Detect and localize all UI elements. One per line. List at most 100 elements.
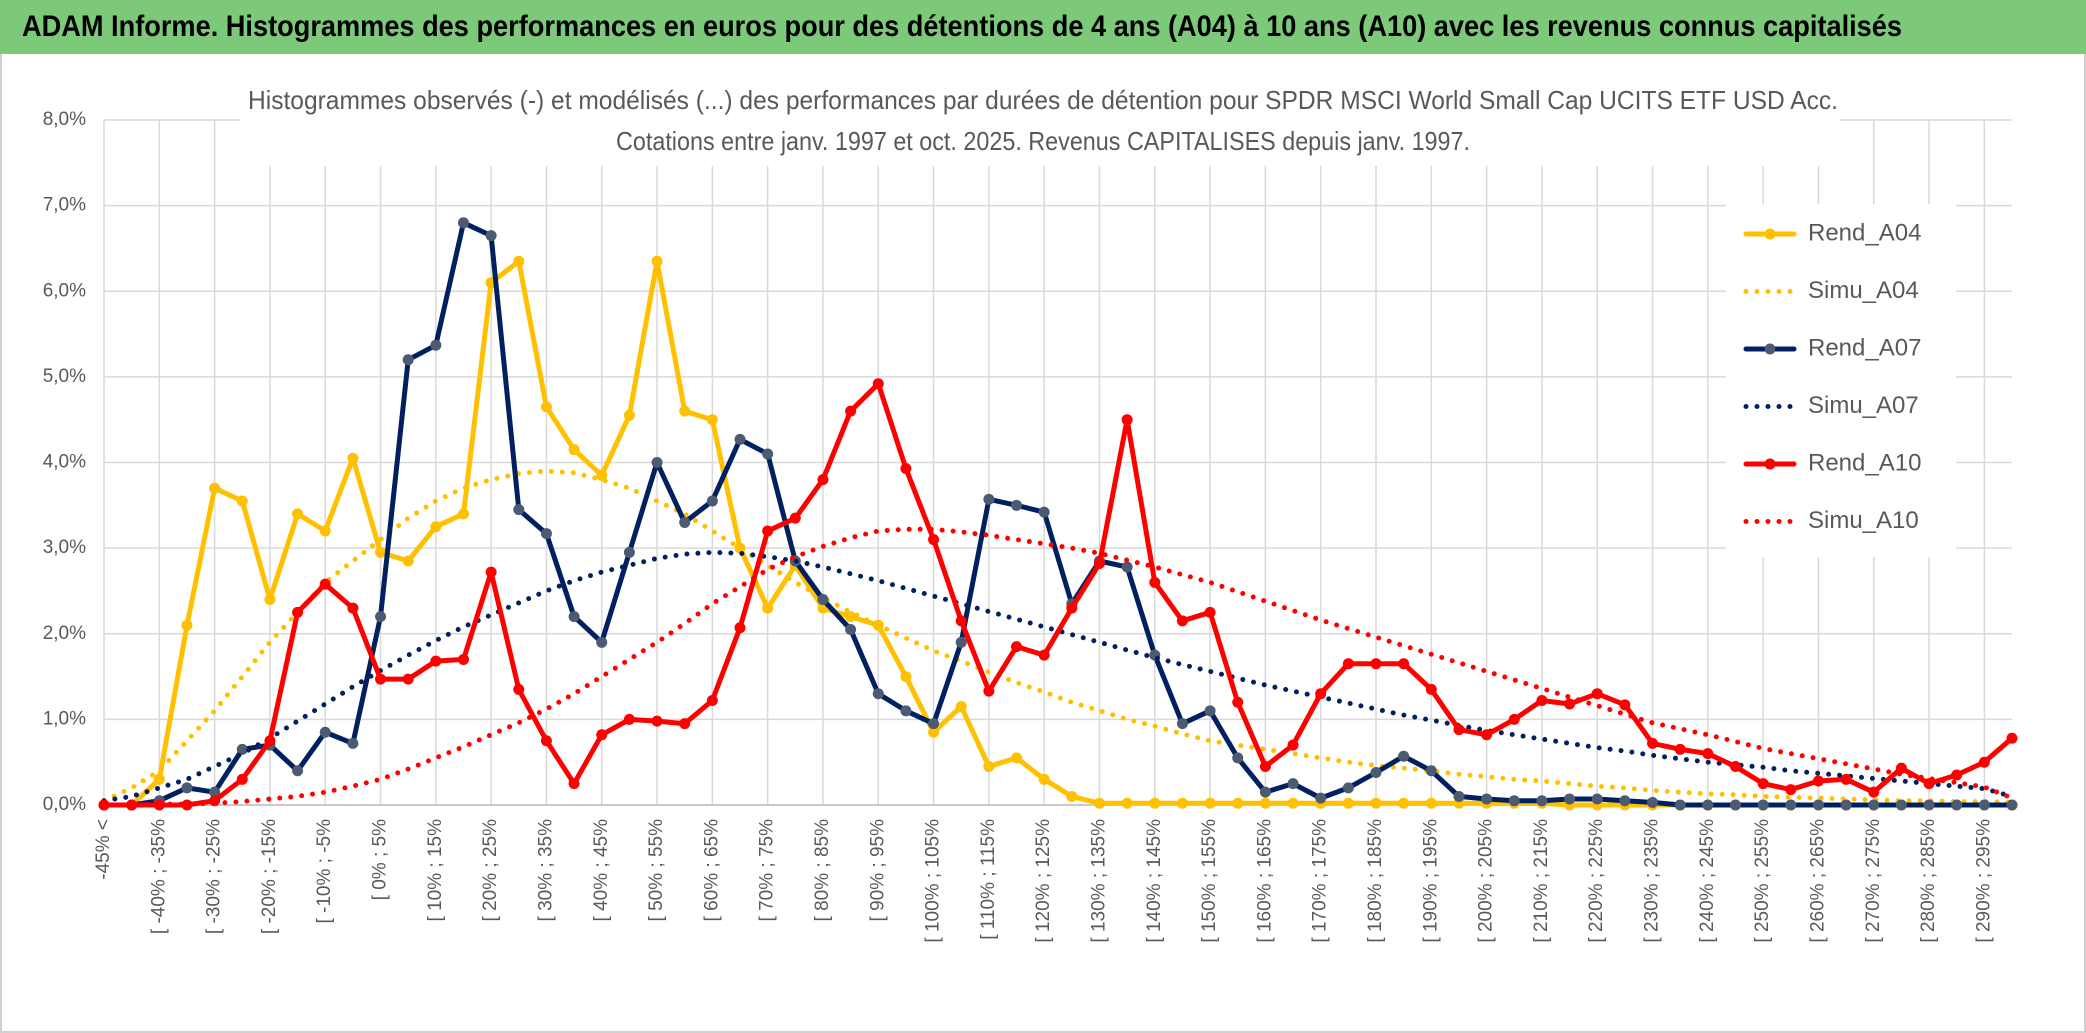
point [1978, 799, 1990, 811]
legend-background [1726, 204, 1956, 557]
x-tick-label: -45% < [93, 819, 114, 880]
legend-label: Rend_A10 [1808, 449, 1921, 476]
legend-marker [1764, 458, 1776, 470]
point [1149, 797, 1161, 809]
point [706, 695, 718, 707]
point [928, 534, 940, 546]
point [1398, 797, 1410, 809]
legend-label: Simu_A07 [1808, 392, 1919, 419]
point [1619, 699, 1631, 711]
point [1951, 769, 1963, 781]
point [1536, 695, 1548, 707]
point [596, 636, 608, 648]
point [236, 495, 248, 507]
point [430, 521, 442, 533]
point [623, 546, 635, 558]
point [1093, 558, 1105, 570]
point [1121, 414, 1133, 426]
point [1702, 748, 1714, 760]
point [1204, 606, 1216, 618]
point [928, 726, 940, 738]
x-tick-label: [ -30% ; -25% [204, 819, 225, 934]
chart-subtitle: Cotations entre janv. 1997 et oct. 2025.… [616, 126, 1470, 156]
legend-marker [1764, 343, 1776, 355]
y-tick-label: 4,0% [43, 452, 86, 473]
point [955, 615, 967, 627]
point [1038, 773, 1050, 785]
point [181, 782, 193, 794]
point [1674, 799, 1686, 811]
y-tick-label: 5,0% [43, 366, 86, 387]
x-tick-label: [ 50% ; 55% [646, 819, 667, 922]
point [1011, 499, 1023, 511]
x-tick-label: [ 230% ; 235% [1642, 819, 1663, 943]
point [1978, 756, 1990, 768]
point [1508, 795, 1520, 807]
point [1176, 615, 1188, 627]
point [236, 773, 248, 785]
point [1232, 752, 1244, 764]
x-tick-label: [ 290% ; 295% [1973, 819, 1994, 943]
point [1785, 784, 1797, 796]
x-tick-label: [ 220% ; 225% [1586, 819, 1607, 943]
point [209, 786, 221, 798]
x-tick-label: [ 260% ; 265% [1807, 819, 1828, 943]
point [1287, 778, 1299, 790]
point [900, 705, 912, 717]
point [1895, 762, 1907, 774]
point [734, 622, 746, 634]
point [983, 685, 995, 697]
point [817, 474, 829, 486]
point [596, 469, 608, 481]
y-tick-label: 3,0% [43, 537, 86, 558]
point [1508, 713, 1520, 725]
point [513, 255, 525, 267]
point [1425, 797, 1437, 809]
point [1121, 561, 1133, 573]
x-tick-label: [ 90% ; 95% [867, 819, 888, 922]
x-tick-label: [ 150% ; 155% [1199, 819, 1220, 943]
x-tick-label: [ 60% ; 65% [701, 819, 722, 922]
point [1868, 799, 1880, 811]
point [1536, 795, 1548, 807]
point [1481, 793, 1493, 805]
legend-label: Simu_A10 [1808, 507, 1919, 534]
point [1453, 790, 1465, 802]
point [1121, 797, 1133, 809]
x-tick-label: [ 280% ; 285% [1918, 819, 1939, 943]
point [1370, 797, 1382, 809]
point [1176, 718, 1188, 730]
point [513, 683, 525, 695]
point [347, 452, 359, 464]
point [651, 715, 663, 727]
point [1342, 797, 1354, 809]
point [762, 602, 774, 614]
point [1342, 782, 1354, 794]
point [375, 673, 387, 685]
point [1729, 760, 1741, 772]
point [872, 688, 884, 700]
point [1757, 778, 1769, 790]
legend-label: Rend_A07 [1808, 334, 1921, 361]
x-tick-label: [ 120% ; 125% [1033, 819, 1054, 943]
point [1011, 752, 1023, 764]
point [402, 673, 414, 685]
point [1564, 698, 1576, 710]
point [402, 555, 414, 567]
x-tick-label: [ 30% ; 35% [535, 819, 556, 922]
point [1398, 750, 1410, 762]
point [485, 230, 497, 242]
point [679, 405, 691, 417]
point [1840, 773, 1852, 785]
point [430, 655, 442, 667]
x-tick-label: [ 70% ; 75% [757, 819, 778, 922]
point [1038, 649, 1050, 661]
x-tick-label: [ -10% ; -5% [314, 819, 335, 924]
legend-label: Simu_A04 [1808, 277, 1919, 304]
point [1785, 799, 1797, 811]
x-tick-label: [ 130% ; 135% [1088, 819, 1109, 943]
point [1812, 775, 1824, 787]
observed-line [101, 220, 2015, 808]
point [1149, 576, 1161, 588]
x-tick-label: [ 110% ; 115% [978, 819, 999, 940]
